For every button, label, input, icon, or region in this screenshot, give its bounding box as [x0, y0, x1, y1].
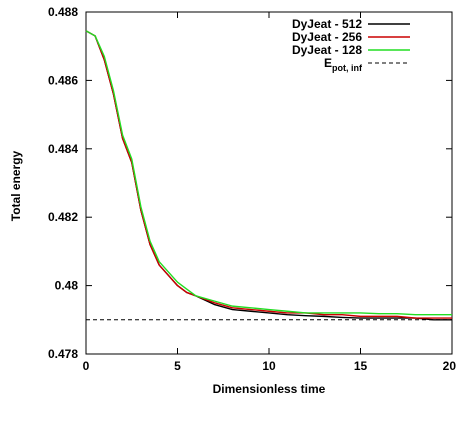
legend-label-2: DyJeat - 128: [292, 43, 362, 57]
y-axis-ticks: 0.478 0.48 0.482 0.484 0.486 0.488: [48, 5, 452, 361]
y-tick-label: 0.488: [48, 5, 78, 19]
series-line-1: [85, 30, 452, 319]
series-line-2: [85, 30, 452, 316]
legend-label-0: DyJeat - 512: [292, 17, 362, 31]
series-line-0: [85, 30, 452, 321]
x-tick-label: 5: [174, 359, 181, 373]
legend-label-3: Epot, inf: [324, 56, 363, 73]
x-tick-label: 10: [262, 359, 276, 373]
x-axis-label: Dimensionless time: [213, 382, 326, 396]
series-layer: [85, 30, 452, 321]
y-tick-label: 0.484: [48, 142, 78, 156]
legend-label-1: DyJeat - 256: [292, 30, 362, 44]
x-tick-label: 15: [354, 359, 368, 373]
y-tick-label: 0.48: [55, 279, 79, 293]
x-tick-label: 20: [443, 359, 456, 373]
x-axis-ticks: 0 5 10 15 20: [83, 12, 456, 373]
y-tick-label: 0.486: [48, 73, 78, 87]
y-tick-label: 0.478: [48, 347, 78, 361]
y-tick-label: 0.482: [48, 210, 78, 224]
y-axis-label: Total energy: [9, 150, 23, 221]
x-tick-label: 0: [83, 359, 90, 373]
